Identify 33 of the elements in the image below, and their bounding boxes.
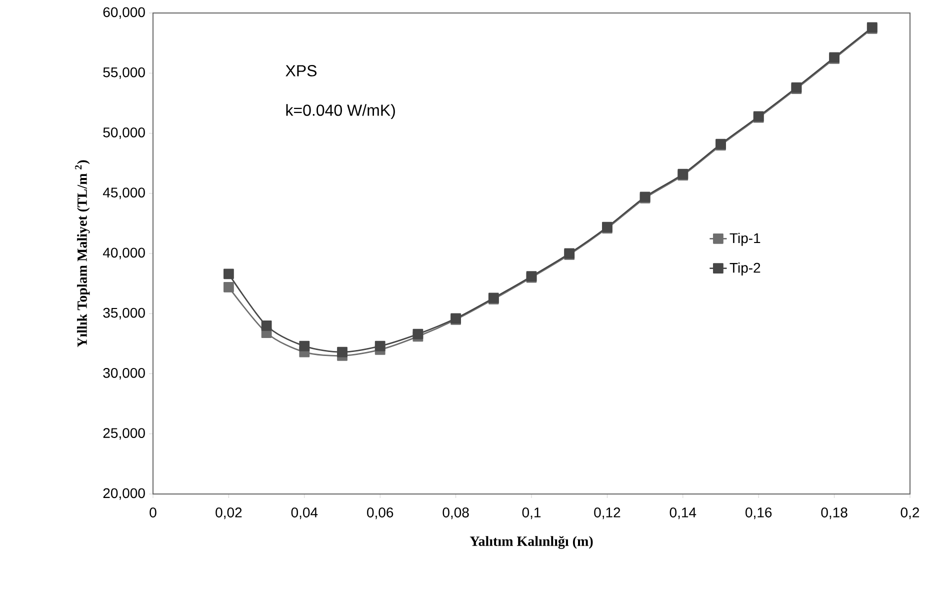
x-tick-label: 0,16	[746, 508, 772, 520]
y-tick-label: 50,000	[103, 127, 145, 140]
y-tick-label: 60,000	[103, 7, 145, 19]
x-tick-label: 0,1	[522, 508, 541, 520]
x-tick-label: 0,18	[821, 508, 848, 520]
annotation: k=0.040 W/mK)	[286, 104, 395, 120]
y-tick-label: 25,000	[103, 428, 145, 440]
point	[299, 340, 310, 352]
x-tick-label: 0,06	[367, 508, 394, 520]
y-axis-title: Yıllık Toplam Maliyet (TL/m $^{2}$)	[75, 160, 90, 348]
x-tick-label: 0,04	[291, 508, 318, 520]
y-tick-label: 35,000	[103, 308, 145, 320]
y-tick-label: 55,000	[103, 67, 145, 79]
x-tick-label: 0,12	[594, 508, 620, 520]
y-tick-label: 45,000	[102, 188, 145, 200]
x-tick-label: 0	[150, 508, 156, 518]
annotation: XPS	[286, 65, 317, 76]
y-tick-label: 20,000	[103, 488, 145, 500]
point	[224, 268, 234, 280]
point	[261, 320, 272, 331]
x-tick-label: 0,2	[900, 508, 920, 520]
x-tick-label: 0,08	[442, 508, 469, 520]
x-tick-label: 0,02	[216, 508, 242, 520]
y-tick-label: 40,000	[102, 248, 145, 260]
point	[337, 346, 348, 358]
point	[374, 340, 386, 352]
point	[412, 328, 424, 340]
legend-label: Tip-1	[730, 232, 760, 246]
point	[224, 282, 234, 292]
x-axis-title: Yalıtım Kalınlığı (m)	[470, 536, 593, 549]
legend-label: Tip-2	[730, 262, 760, 276]
x-tick-label: 0,14	[670, 508, 696, 520]
y-tick-label: 30,000	[103, 368, 145, 380]
